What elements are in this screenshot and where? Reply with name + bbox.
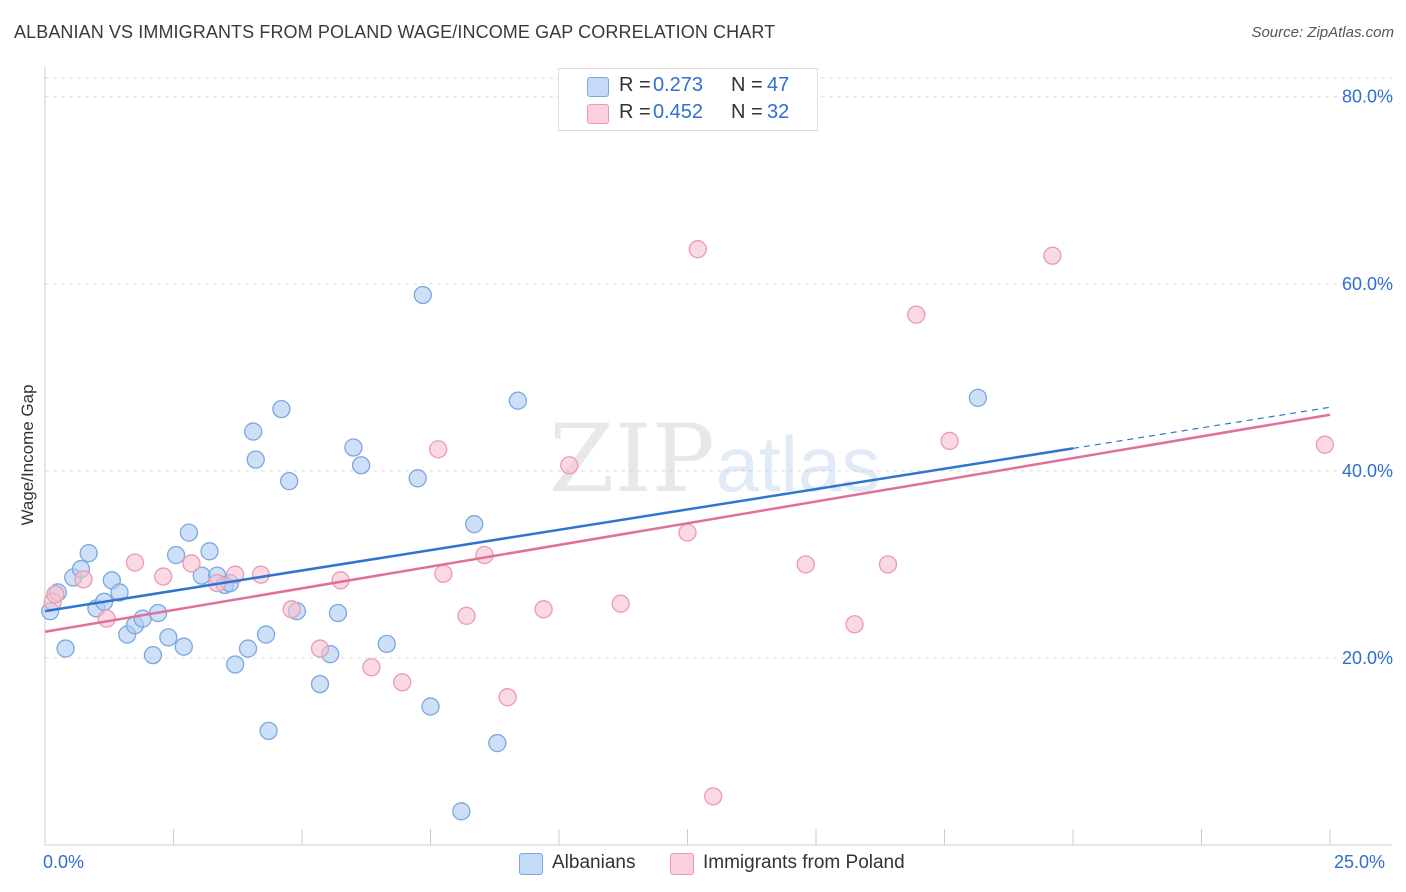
poland-point <box>611 594 630 613</box>
albanian-point <box>244 422 263 441</box>
albanian-point <box>421 697 440 716</box>
albanian-point <box>174 637 193 656</box>
albanian-trend-extension <box>1072 406 1331 449</box>
albanian-point <box>328 603 348 623</box>
albanian-point <box>200 542 219 561</box>
legend-swatch-poland <box>587 104 609 124</box>
albanian-point <box>279 471 299 491</box>
albanian-point <box>408 469 427 488</box>
poland-point <box>182 554 201 573</box>
albanian-point <box>79 544 98 563</box>
legend-n-value: 47 <box>767 74 790 96</box>
poland-point <box>429 440 448 459</box>
chart-title: ALBANIAN VS IMMIGRANTS FROM POLAND WAGE/… <box>14 22 776 42</box>
poland-point <box>251 565 271 584</box>
trend-lines <box>44 406 1331 633</box>
legend-label-poland: Immigrants from Poland <box>703 852 905 873</box>
albanian-point <box>344 438 363 457</box>
legend-n-label: N = <box>731 74 763 96</box>
legend-n-label: N = <box>731 101 763 123</box>
albanian-point <box>143 645 163 665</box>
albanian-point <box>377 634 396 654</box>
poland-point <box>678 523 697 542</box>
axes <box>44 67 1392 846</box>
poland-point <box>560 456 579 475</box>
legend-swatch-albanians <box>587 77 609 97</box>
y-tick-label: 20.0% <box>1342 648 1393 668</box>
poland-point <box>154 567 173 586</box>
poland-point <box>1043 246 1062 265</box>
poland-point <box>362 658 381 677</box>
poland-point <box>940 431 959 451</box>
poland-point <box>845 615 864 634</box>
poland-point <box>282 600 301 619</box>
albanian-point <box>226 655 245 674</box>
albanian-point <box>351 456 371 475</box>
albanian-point <box>159 628 178 647</box>
albanian-point <box>508 391 528 410</box>
watermark: ZIP atlas <box>549 405 880 514</box>
poland-point <box>434 564 453 583</box>
watermark-atlas: atlas <box>716 420 881 508</box>
legend-r-value: 0.273 <box>653 74 704 96</box>
correlation-legend: R = 0.273 N = 47 R = 0.452 N = 32 <box>558 68 818 131</box>
poland-point <box>796 555 815 574</box>
albanian-point <box>246 450 265 469</box>
x-tick-label-max: 25.0% <box>1334 852 1386 872</box>
albanian-point <box>166 545 186 565</box>
albanians-points <box>40 285 988 821</box>
albanian-point <box>465 515 484 534</box>
watermark-zip: ZIP <box>549 405 715 514</box>
albanian-point <box>272 399 291 419</box>
legend-r-label: R = <box>619 101 651 123</box>
poland-point <box>125 553 145 572</box>
y-tick-label: 60.0% <box>1342 274 1393 294</box>
y-tick-labels: 20.0% 40.0% 60.0% 80.0% <box>1342 87 1393 668</box>
poland-point <box>1315 435 1335 454</box>
legend-label-albanians: Albanians <box>552 852 636 873</box>
gridlines <box>45 77 1392 659</box>
poland-trend-line <box>44 413 1331 633</box>
legend-r-label: R = <box>619 74 651 96</box>
y-axis-label: Wage/Income Gap <box>18 384 37 526</box>
y-tick-label: 80.0% <box>1342 87 1393 107</box>
albanian-point <box>56 639 75 658</box>
legend-r-value: 0.452 <box>653 101 704 123</box>
y-tick-label: 40.0% <box>1342 461 1393 481</box>
legend-n-value: 32 <box>767 101 790 123</box>
albanian-point <box>238 639 258 658</box>
albanian-point <box>256 625 276 644</box>
poland-point <box>310 639 330 658</box>
poland-point <box>46 585 65 604</box>
x-tick-label-min: 0.0% <box>43 852 85 872</box>
poland-point <box>688 240 707 259</box>
albanian-point <box>452 802 471 821</box>
legend-swatch-albanians <box>519 853 543 875</box>
poland-point <box>534 600 553 619</box>
poland-point <box>97 609 116 628</box>
poland-point <box>74 570 93 589</box>
poland-point <box>878 555 898 574</box>
albanian-point <box>488 733 507 753</box>
albanian-point <box>179 523 199 542</box>
albanian-point <box>310 674 330 694</box>
poland-point <box>907 305 926 324</box>
poland-point <box>226 565 245 584</box>
legend-swatch-poland <box>670 853 694 875</box>
poland-point <box>498 688 517 707</box>
poland-point <box>704 787 723 806</box>
poland-point <box>457 606 476 625</box>
albanian-point <box>110 583 129 602</box>
albanian-point <box>259 721 278 741</box>
albanian-point <box>133 609 152 628</box>
albanian-point <box>413 285 432 305</box>
poland-point <box>475 545 494 565</box>
albanian-point <box>968 388 988 408</box>
poland-point <box>393 673 412 692</box>
source-credit: Source: ZipAtlas.com <box>1251 24 1394 41</box>
albanian-trend-line <box>44 447 1074 613</box>
